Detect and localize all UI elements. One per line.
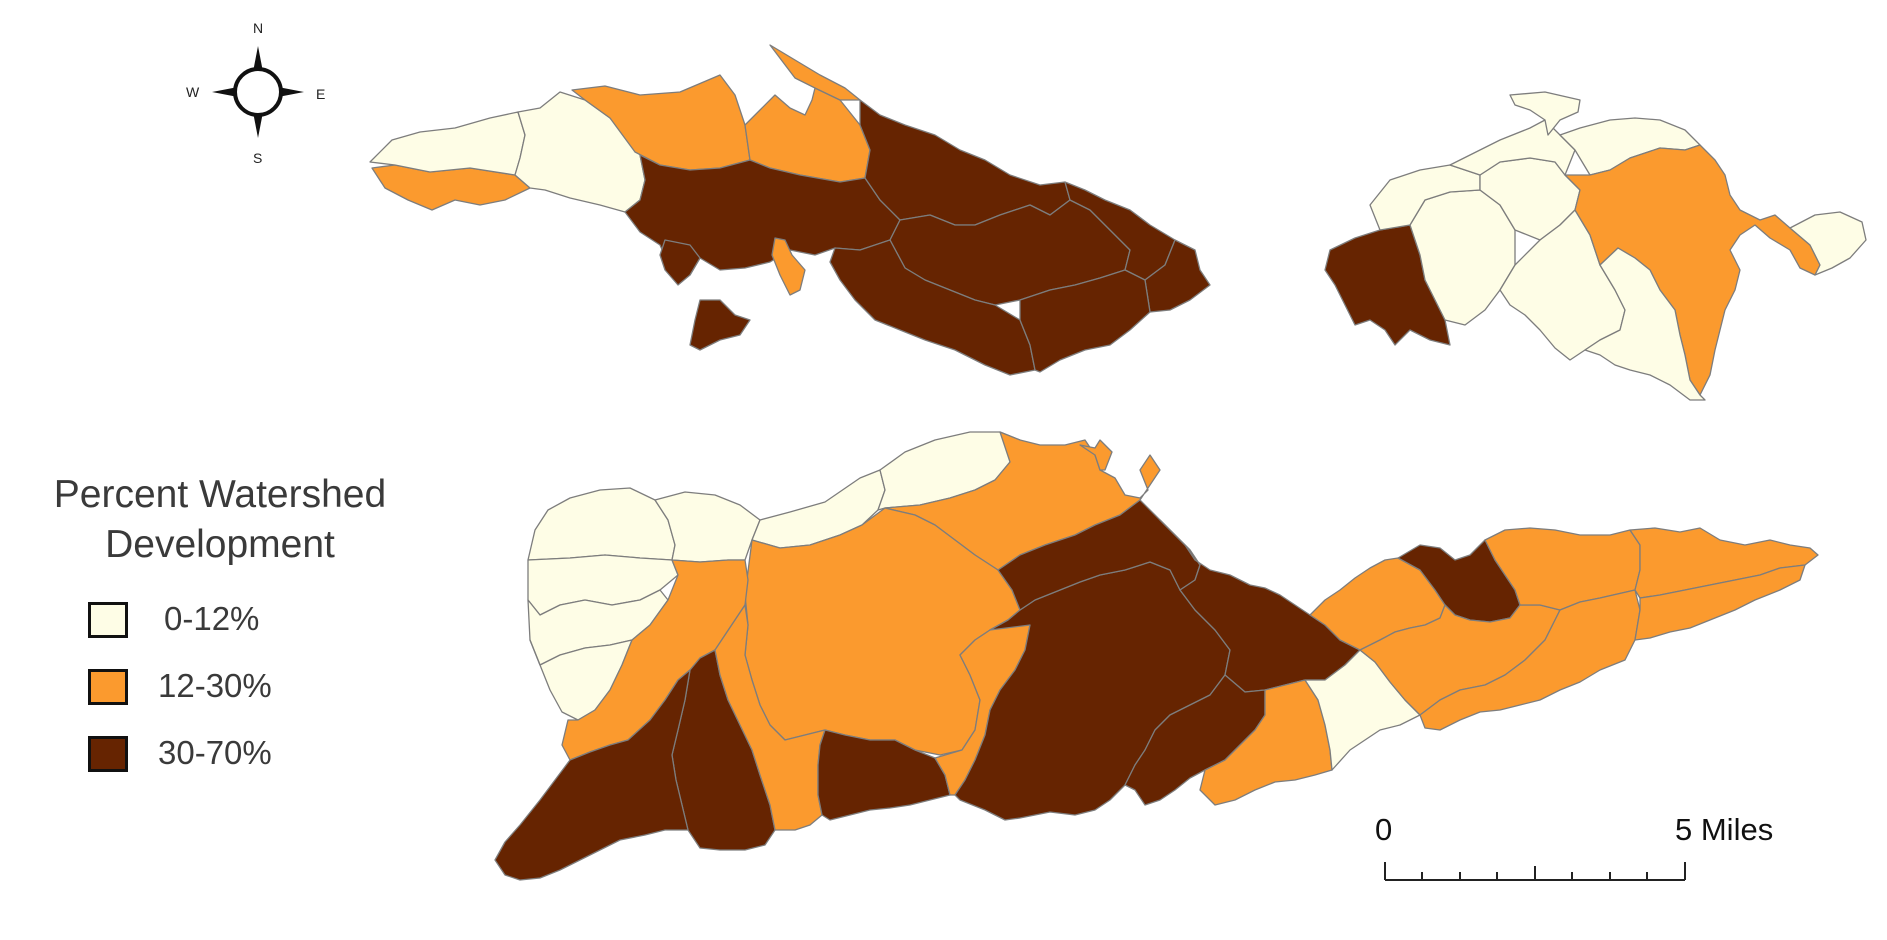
legend-title: Percent Watershed Development bbox=[20, 470, 420, 570]
watershed-region bbox=[1144, 239, 1211, 313]
compass-ring bbox=[233, 67, 283, 117]
island-st-thomas bbox=[369, 44, 1211, 376]
watershed-region bbox=[689, 299, 751, 351]
legend-title-line1: Percent Watershed bbox=[53, 473, 387, 516]
compass-label-east: E bbox=[316, 86, 326, 102]
watershed-region bbox=[1019, 269, 1151, 373]
legend-swatch-low bbox=[88, 602, 128, 638]
watershed-region bbox=[859, 99, 1071, 226]
compass-label-south: S bbox=[253, 150, 263, 166]
compass-rose bbox=[212, 46, 304, 138]
compass-north-point bbox=[253, 46, 263, 72]
compass-label-west: W bbox=[186, 84, 200, 100]
compass-south-point bbox=[253, 112, 263, 138]
watershed-region bbox=[494, 669, 691, 881]
watershed-region bbox=[1079, 439, 1113, 471]
watershed-region bbox=[1584, 247, 1706, 401]
watershed-region bbox=[1509, 91, 1581, 136]
watershed-region bbox=[659, 239, 701, 286]
watershed-region bbox=[817, 729, 951, 821]
scale-bar bbox=[1384, 862, 1686, 881]
compass-west-point bbox=[212, 87, 238, 97]
island-st-croix bbox=[494, 431, 1819, 881]
legend-label-medium: 12-30% bbox=[158, 667, 272, 704]
legend-swatch-medium bbox=[88, 669, 128, 705]
legend-label-high: 30-70% bbox=[158, 734, 272, 771]
scale-bar-start-label: 0 bbox=[1375, 812, 1393, 847]
watershed-region bbox=[1634, 564, 1806, 641]
compass-label-north: N bbox=[253, 20, 264, 36]
compass-east-point bbox=[278, 87, 304, 97]
legend-label-low: 0-12% bbox=[164, 600, 260, 637]
watershed-region bbox=[771, 237, 806, 296]
island-st-john bbox=[1324, 91, 1867, 401]
watershed-region bbox=[1789, 211, 1867, 276]
watershed-region bbox=[527, 487, 676, 561]
legend-title-line2: Development bbox=[105, 523, 335, 566]
scale-bar-end-label: 5 Miles bbox=[1675, 812, 1774, 847]
legend-swatch-high bbox=[88, 736, 128, 772]
